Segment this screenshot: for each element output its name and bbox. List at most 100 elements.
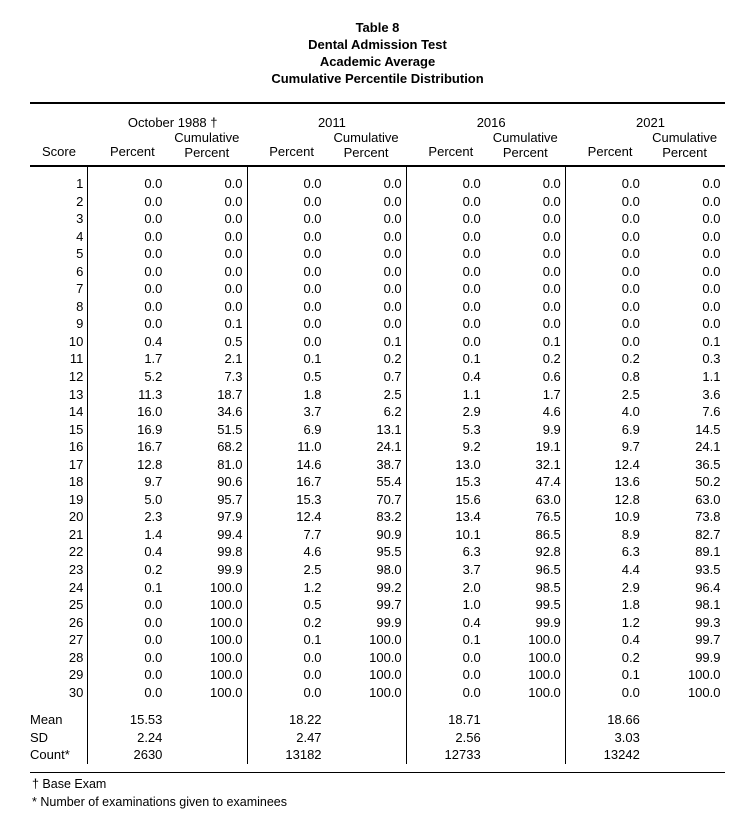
- percent-cell: 0.0: [257, 298, 325, 316]
- percent-cell: 2.9: [576, 579, 644, 597]
- percent-cell: 0.0: [416, 666, 484, 684]
- title-block: Table 8 Dental Admission Test Academic A…: [30, 20, 725, 88]
- percent-cell: 0.5: [257, 368, 325, 386]
- summary-value: 18.66: [576, 711, 644, 729]
- percent-cell: 1.0: [416, 596, 484, 614]
- table-row: 220.499.84.695.56.392.86.389.1: [30, 543, 725, 561]
- percent-cell: 0.4: [98, 333, 166, 351]
- table-row: 270.0100.00.1100.00.1100.00.499.7: [30, 631, 725, 649]
- percent-cell: 0.0: [257, 280, 325, 298]
- score-cell: 18: [30, 473, 88, 491]
- percent-cell: 5.0: [98, 491, 166, 509]
- percent-cell: 0.4: [98, 543, 166, 561]
- cumulative-cell: 82.7: [644, 526, 725, 544]
- percent-cell: 4.6: [257, 543, 325, 561]
- cumulative-cell: 0.0: [166, 298, 247, 316]
- cumulative-cell: 38.7: [326, 456, 407, 474]
- cumulative-cell: 100.0: [166, 649, 247, 667]
- percent-cell: 10.9: [576, 508, 644, 526]
- summary-value: 18.22: [257, 711, 325, 729]
- score-cell: 2: [30, 193, 88, 211]
- score-cell: 17: [30, 456, 88, 474]
- cumulative-cell: 100.0: [166, 666, 247, 684]
- cumulative-cell: 0.0: [326, 228, 407, 246]
- cumulative-cell: 1.7: [485, 386, 566, 404]
- cumulative-cell: 0.0: [485, 210, 566, 228]
- percent-cell: 0.0: [576, 333, 644, 351]
- cumulative-cell: 2.5: [326, 386, 407, 404]
- percent-cell: 0.4: [576, 631, 644, 649]
- cumulative-cell: 100.0: [166, 614, 247, 632]
- cumulative-cell: 36.5: [644, 456, 725, 474]
- percent-cell: 16.0: [98, 403, 166, 421]
- percent-cell: 0.2: [98, 561, 166, 579]
- title-line-4: Cumulative Percentile Distribution: [30, 71, 725, 88]
- percent-cell: 0.0: [576, 175, 644, 193]
- percent-cell: 13.0: [416, 456, 484, 474]
- percent-cell: 0.0: [257, 210, 325, 228]
- cumulative-cell: 100.0: [326, 666, 407, 684]
- cumulative-cell: 100.0: [326, 684, 407, 702]
- cumulative-cell: 0.0: [485, 175, 566, 193]
- cumulative-cell: 99.9: [485, 614, 566, 632]
- percent-cell: 0.1: [576, 666, 644, 684]
- percent-cell: 0.2: [576, 350, 644, 368]
- table-row: 70.00.00.00.00.00.00.00.0: [30, 280, 725, 298]
- percent-cell: 0.0: [98, 263, 166, 281]
- percent-cell: 0.0: [416, 193, 484, 211]
- summary-row: SD2.242.472.563.03: [30, 729, 725, 747]
- cumulative-cell: 9.9: [485, 421, 566, 439]
- cumulative-cell: 0.0: [644, 298, 725, 316]
- cumulative-cell: 0.0: [644, 175, 725, 193]
- cumulative-cell: 0.0: [166, 193, 247, 211]
- percent-cell: 0.0: [416, 245, 484, 263]
- score-cell: 22: [30, 543, 88, 561]
- cumulative-cell: 99.9: [644, 649, 725, 667]
- cumulative-cell: 90.6: [166, 473, 247, 491]
- cumulative-cell: 0.0: [166, 175, 247, 193]
- table-row: 20.00.00.00.00.00.00.00.0: [30, 193, 725, 211]
- percent-cell: 0.0: [576, 245, 644, 263]
- percent-cell: 12.4: [576, 456, 644, 474]
- cumulative-cell: 0.0: [485, 193, 566, 211]
- table-row: 60.00.00.00.00.00.00.00.0: [30, 263, 725, 281]
- cumulative-cell: 89.1: [644, 543, 725, 561]
- percent-cell: 0.0: [416, 228, 484, 246]
- cumulative-cell: 0.0: [485, 315, 566, 333]
- cumulative-cell: 24.1: [644, 438, 725, 456]
- cum-header-2: CumulativePercent: [485, 131, 566, 165]
- cumulative-cell: 0.1: [485, 333, 566, 351]
- cumulative-cell: 0.0: [166, 210, 247, 228]
- cumulative-cell: 100.0: [326, 631, 407, 649]
- cumulative-cell: 96.5: [485, 561, 566, 579]
- table-row: 111.72.10.10.20.10.20.20.3: [30, 350, 725, 368]
- cumulative-cell: 0.0: [485, 245, 566, 263]
- cumulative-cell: 0.0: [326, 193, 407, 211]
- cumulative-cell: 76.5: [485, 508, 566, 526]
- percent-header-1: Percent: [257, 131, 325, 165]
- percent-cell: 8.9: [576, 526, 644, 544]
- table-row: 195.095.715.370.715.663.012.863.0: [30, 491, 725, 509]
- percent-header-3: Percent: [576, 131, 644, 165]
- year-header-1: 2011: [257, 104, 406, 132]
- percent-cell: 2.0: [416, 579, 484, 597]
- cumulative-cell: 97.9: [166, 508, 247, 526]
- cumulative-cell: 99.3: [644, 614, 725, 632]
- cumulative-cell: 0.0: [644, 263, 725, 281]
- cumulative-cell: 100.0: [644, 684, 725, 702]
- percent-cell: 0.0: [98, 614, 166, 632]
- percent-cell: 0.0: [576, 210, 644, 228]
- cumulative-cell: 0.3: [644, 350, 725, 368]
- cumulative-cell: 0.6: [485, 368, 566, 386]
- data-table: 10.00.00.00.00.00.00.00.020.00.00.00.00.…: [30, 167, 725, 772]
- summary-value: 2.47: [257, 729, 325, 747]
- summary-label: SD: [30, 729, 88, 747]
- summary-value: 2630: [98, 746, 166, 764]
- percent-cell: 0.0: [416, 210, 484, 228]
- percent-cell: 4.4: [576, 561, 644, 579]
- cumulative-cell: 18.7: [166, 386, 247, 404]
- percent-cell: 1.4: [98, 526, 166, 544]
- cumulative-cell: 0.0: [485, 228, 566, 246]
- cumulative-cell: 100.0: [644, 666, 725, 684]
- cumulative-cell: 95.5: [326, 543, 407, 561]
